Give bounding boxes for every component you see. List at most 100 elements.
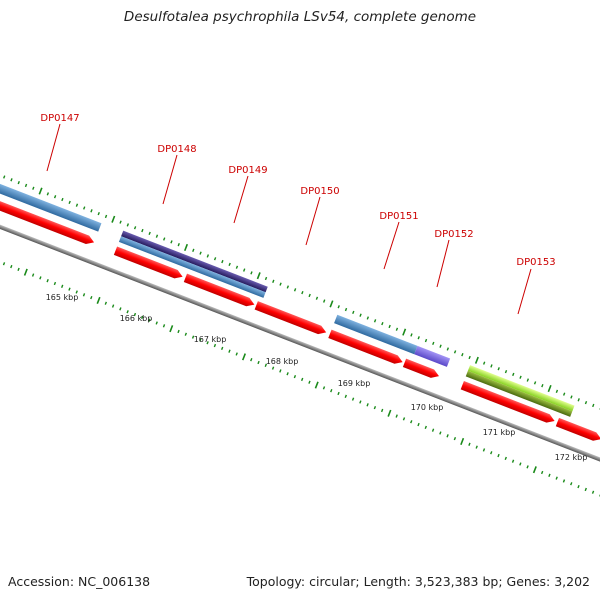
gene-label-dp0151[interactable]: DP0151 [379, 211, 418, 222]
minor-tick [111, 304, 115, 308]
major-tick [241, 353, 247, 361]
cds-arrow-dp0153[interactable] [460, 381, 557, 425]
minor-tick [279, 282, 282, 286]
tick-label: 167 kbp [194, 335, 227, 344]
minor-tick [61, 197, 64, 202]
minor-tick [46, 192, 50, 196]
minor-tick [3, 175, 6, 179]
cds-arrow-dp0151[interactable] [328, 329, 404, 367]
minor-tick [570, 482, 573, 486]
minor-tick [548, 473, 551, 477]
minor-tick [53, 195, 57, 199]
major-tick [169, 325, 174, 333]
major-tick [111, 215, 116, 223]
cds-arrow-dp0150[interactable] [254, 301, 328, 337]
minor-tick [250, 271, 253, 275]
tick-label: 172 kbp [555, 453, 588, 462]
genome-backbone [0, 214, 600, 464]
feature-bar-dp0148-navy[interactable] [121, 230, 268, 293]
minor-tick [141, 228, 144, 233]
minor-tick [177, 329, 180, 334]
minor-tick [526, 465, 529, 469]
minor-tick [286, 285, 290, 289]
minor-tick [526, 378, 530, 382]
major-tick [474, 356, 479, 364]
cds-arrow-next[interactable] [555, 417, 600, 443]
minor-tick [75, 203, 79, 207]
minor-tick [97, 211, 100, 216]
minor-tick [177, 243, 180, 247]
feature-bar-dp0147[interactable] [0, 171, 102, 232]
minor-tick [446, 347, 450, 351]
feature-bar-dp0153-lime[interactable] [467, 365, 575, 412]
minor-tick [468, 355, 471, 360]
minor-tick [133, 312, 137, 317]
minor-tick [68, 200, 71, 205]
feature-bar-dp0153-olive[interactable] [465, 370, 573, 417]
minor-tick [228, 349, 231, 353]
gene-label-dp0149[interactable]: DP0149 [228, 165, 267, 176]
minor-tick [264, 363, 268, 367]
minor-tick [344, 307, 348, 312]
minor-tick [555, 476, 558, 480]
minor-tick [519, 375, 522, 379]
minor-tick [555, 389, 559, 393]
minor-tick [337, 391, 340, 396]
major-tick [547, 384, 552, 393]
minor-tick [206, 341, 209, 345]
minor-tick [10, 178, 13, 182]
cds-arrow-dp0148[interactable] [113, 246, 184, 280]
minor-tick [243, 268, 246, 272]
minor-tick [279, 369, 282, 373]
major-tick [23, 268, 28, 276]
minor-tick [2, 262, 6, 266]
minor-tick [148, 318, 151, 322]
genome-summary-text: Topology: circular; Length: 3,523,383 bp… [246, 574, 590, 589]
feature-bar-dp0151[interactable] [334, 314, 418, 355]
gene-label-dp0152[interactable]: DP0152 [434, 229, 473, 240]
minor-tick [286, 372, 289, 376]
minor-tick [32, 186, 35, 190]
minor-tick [562, 392, 566, 396]
minor-tick [417, 336, 420, 340]
gene-label-dp0148[interactable]: DP0148 [157, 144, 196, 155]
minor-tick [308, 293, 311, 298]
leader-line-dp0149 [233, 175, 249, 224]
minor-tick [482, 361, 486, 365]
cds-arrow-dp0149[interactable] [183, 273, 256, 309]
minor-tick [402, 417, 406, 421]
minor-tick [235, 352, 238, 356]
minor-tick [235, 265, 239, 269]
minor-tick [104, 301, 108, 305]
minor-tick [170, 240, 173, 244]
leader-line-dp0151 [383, 221, 400, 270]
minor-tick [512, 372, 515, 377]
minor-tick [330, 389, 333, 393]
inner-tick-row [2, 262, 600, 497]
leader-line-dp0148 [162, 154, 178, 205]
cds-arrow-dp0147[interactable] [0, 186, 96, 246]
minor-tick [519, 462, 522, 466]
gene-label-dp0147[interactable]: DP0147 [40, 113, 79, 124]
leader-line-dp0152 [436, 239, 450, 288]
minor-tick [439, 344, 442, 348]
cds-arrow-dp0152[interactable] [402, 358, 441, 381]
major-tick [314, 381, 319, 389]
minor-tick [381, 321, 384, 326]
gene-label-dp0150[interactable]: DP0150 [300, 186, 339, 197]
minor-tick [31, 273, 35, 277]
minor-tick [257, 360, 260, 365]
minor-tick [250, 358, 253, 362]
major-tick [532, 466, 537, 474]
feature-bar-dp0148[interactable] [118, 236, 266, 298]
feature-bar-dp0152[interactable] [414, 345, 451, 367]
minor-tick [577, 484, 580, 489]
minor-tick [432, 341, 435, 346]
minor-tick [192, 248, 195, 252]
gene-label-dp0153[interactable]: DP0153 [516, 257, 555, 268]
minor-tick [468, 442, 471, 446]
minor-tick [228, 262, 231, 267]
minor-tick [83, 206, 86, 210]
minor-tick [533, 381, 537, 385]
